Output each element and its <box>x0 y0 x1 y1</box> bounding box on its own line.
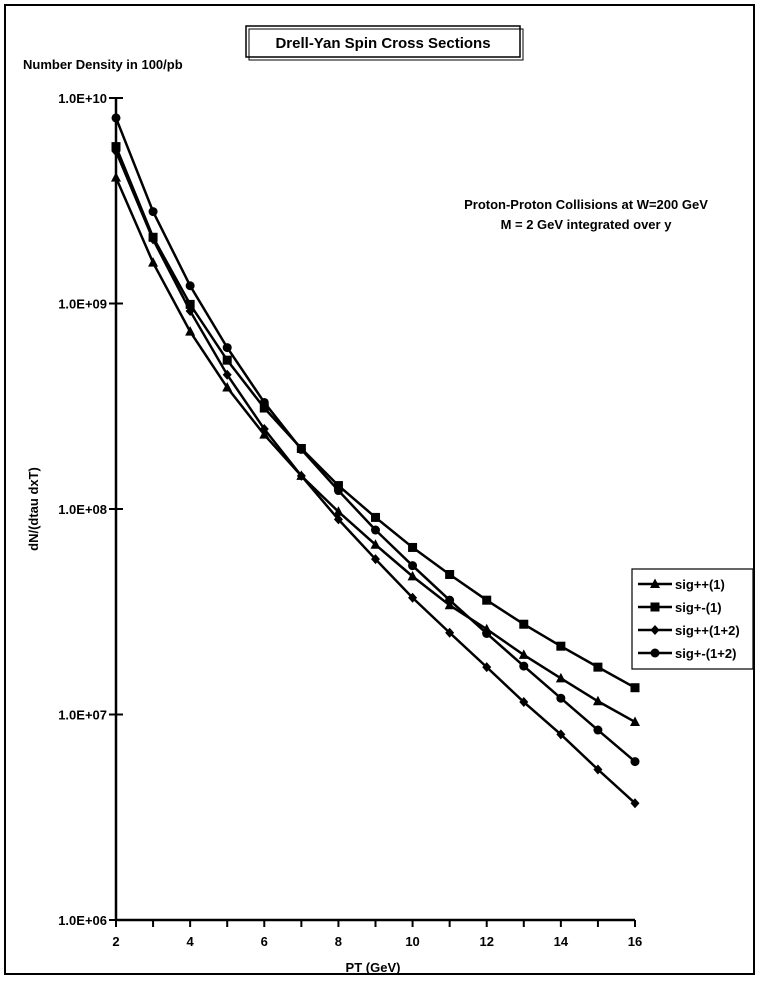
x-tick-label: 12 <box>479 934 493 949</box>
y-tick-label: 1.0E+08 <box>58 502 107 517</box>
data-point <box>259 424 269 435</box>
legend-marker <box>650 648 660 658</box>
data-point <box>148 207 158 217</box>
legend-label: sig++(1) <box>675 577 725 592</box>
title-box <box>245 25 521 58</box>
data-point <box>408 592 418 603</box>
data-point <box>482 595 492 605</box>
data-point <box>370 539 381 549</box>
data-point <box>556 693 566 703</box>
y-tick-label: 1.0E+07 <box>58 708 107 723</box>
x-tick-label: 14 <box>554 934 569 949</box>
data-point <box>296 470 306 481</box>
data-point <box>148 234 158 245</box>
data-point <box>592 695 603 706</box>
data-point <box>185 305 195 316</box>
data-point <box>630 757 640 767</box>
data-point <box>408 542 418 552</box>
legend-label: sig+-(1) <box>675 600 722 615</box>
data-point <box>593 662 603 672</box>
x-tick-label: 6 <box>261 934 268 949</box>
chart-frame <box>4 4 755 975</box>
data-point <box>371 554 380 565</box>
data-point <box>371 512 380 522</box>
legend-marker <box>650 602 660 612</box>
data-point <box>185 281 195 291</box>
data-point <box>519 697 529 708</box>
data-point <box>333 481 343 491</box>
data-point <box>185 326 196 336</box>
y-axis-label: dN/(dtau dxT) <box>26 467 41 551</box>
data-point <box>111 146 121 157</box>
data-point <box>333 486 343 496</box>
data-point <box>519 619 529 629</box>
data-point <box>630 683 640 693</box>
data-point <box>593 725 603 735</box>
data-point <box>259 397 269 407</box>
x-tick-label: 8 <box>335 934 342 949</box>
legend-marker <box>650 578 660 588</box>
x-ticks: 2 4 6 8 10 12 14 16 <box>112 920 642 949</box>
data-point <box>333 514 343 525</box>
data-point <box>371 525 380 535</box>
y-tick-label: 1.0E+09 <box>58 297 107 312</box>
subtitle-line-1: Proton-Proton Collisions at W=200 GeV <box>464 197 708 212</box>
legend-label: sig++(1+2) <box>675 623 740 638</box>
chart-title: Drell-Yan Spin Cross Sections <box>275 35 490 52</box>
data-point <box>445 570 455 580</box>
y-tick-label: 1.0E+06 <box>58 913 107 928</box>
data-point <box>518 649 529 659</box>
legend-marker <box>650 625 660 635</box>
data-point <box>222 343 232 353</box>
x-axis-label: PT (GeV) <box>346 960 401 975</box>
data-point <box>333 506 344 516</box>
data-point <box>259 403 269 413</box>
subtitle-line-2: M = 2 GeV integrated over y <box>501 217 673 232</box>
data-point <box>296 444 306 454</box>
series-line <box>114 150 636 805</box>
x-tick-label: 4 <box>187 934 195 949</box>
data-point <box>445 595 455 605</box>
x-tick-label: 2 <box>112 934 119 949</box>
legend-label: sig+-(1+2) <box>675 646 736 661</box>
data-point <box>519 661 529 671</box>
x-tick-label: 16 <box>628 934 642 949</box>
data-point <box>407 570 418 581</box>
data-point <box>408 561 418 571</box>
data-point <box>222 369 232 380</box>
data-point <box>445 627 455 638</box>
data-point <box>630 798 640 809</box>
series-sig+-(1+2) <box>111 113 640 767</box>
x-tick-label: 10 <box>405 934 419 949</box>
data-point <box>482 662 492 673</box>
data-point <box>222 382 233 392</box>
data-point <box>556 729 566 740</box>
data-point <box>482 628 492 638</box>
series-line <box>114 117 636 763</box>
series-line <box>114 177 636 724</box>
y-axis-note: Number Density in 100/pb <box>23 57 183 72</box>
data-point <box>111 113 121 123</box>
y-tick-label: 1.0E+10 <box>58 91 107 106</box>
data-point <box>222 355 232 365</box>
data-point <box>148 257 159 267</box>
data-point <box>593 764 603 775</box>
data-point <box>555 672 566 683</box>
data-point <box>630 716 640 726</box>
y-ticks: 1.0E+06 1.0E+07 1.0E+08 1.0E+09 1.0E+10 <box>58 91 123 928</box>
data-point <box>185 299 195 309</box>
series-group <box>111 113 640 809</box>
legend: sig++(1) sig+-(1) sig++(1+2) sig+-(1+2) <box>631 568 754 670</box>
data-point <box>111 172 121 182</box>
title-box-shadow <box>248 28 524 61</box>
series-sig++(1+2) <box>111 146 640 809</box>
data-point <box>556 641 566 651</box>
